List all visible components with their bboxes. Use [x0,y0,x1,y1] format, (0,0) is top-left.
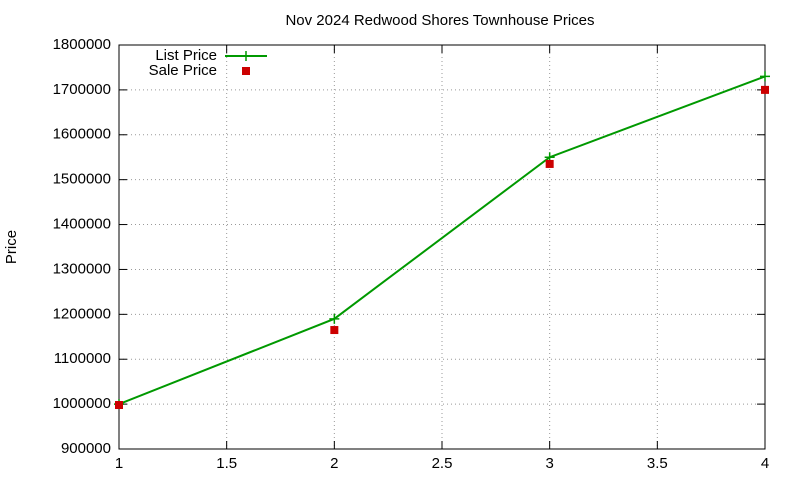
chart-title: Nov 2024 Redwood Shores Townhouse Prices [285,12,594,29]
y-tick-label: 1200000 [53,305,111,322]
point [115,401,123,410]
y-tick-label: 1500000 [53,171,111,188]
plot-frame [118,44,766,450]
x-tick-label: 2.5 [432,455,453,472]
point [330,326,339,335]
point [329,313,340,324]
y-tick-label: 1000000 [53,395,111,412]
point [545,159,554,168]
legend-label: List Price [155,47,217,64]
y-tick-label: 900000 [61,440,111,457]
y-tick-label: 1800000 [53,36,111,53]
point [761,85,769,94]
x-tick-label: 3.5 [647,455,668,472]
y-tick-label: 1700000 [53,81,111,98]
x-tick-label: 3 [545,455,553,472]
x-tick-label: 1 [115,455,123,472]
y-tick-label: 1600000 [53,126,111,143]
series-line [118,75,766,406]
legend-label: Sale Price [149,62,217,79]
y-tick-label: 1300000 [53,260,111,277]
y-tick-label: 1400000 [53,216,111,233]
x-tick-label: 2 [330,455,338,472]
x-tick-label: 4 [761,455,769,472]
point [760,71,770,82]
legend-marker [241,51,251,61]
x-tick-label: 1.5 [216,455,237,472]
y-tick-label: 1100000 [54,350,111,367]
legend-marker [242,67,250,75]
y-axis-label: Price [3,230,20,264]
